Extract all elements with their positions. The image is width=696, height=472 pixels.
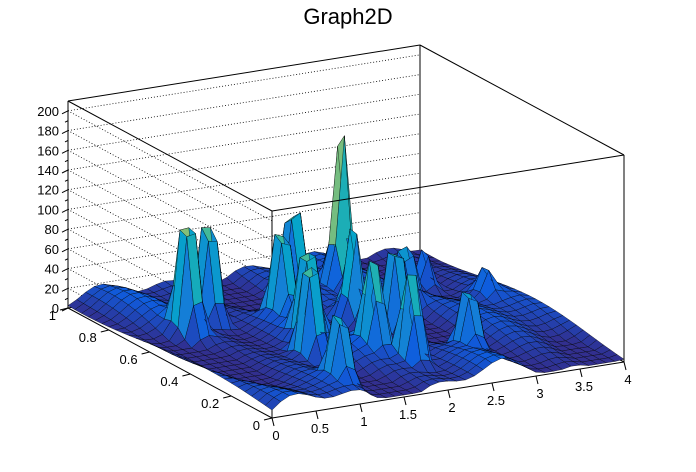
x-tick-mark [491,382,495,392]
x-tick-mark [359,403,363,413]
x-tick-mark [579,368,583,378]
x-tick-label: 2 [448,400,455,415]
y-tick-label: 0.4 [160,374,178,389]
y-tick-label: 0 [253,418,260,433]
floor-edge-left [67,307,273,419]
front-edge-top-right [419,44,625,156]
x-tick-label: 1 [360,414,367,429]
gridline-back-wall [67,54,421,112]
x-tick-mark [315,410,319,420]
y-tick-label: 1 [49,308,56,323]
x-tick-label: 3 [536,386,543,401]
chart-title: Graph2D [303,4,393,29]
gridline-back-wall [67,212,421,269]
gridline-back-wall [67,172,421,230]
gridline-left-wall [67,169,273,281]
x-tick-label: 1.5 [399,407,417,422]
z-tick-label: 200 [37,104,59,119]
z-tick-mark [61,248,69,253]
z-tick-mark [61,268,69,273]
z-tick-label: 180 [37,124,59,139]
y-tick-mark [100,329,109,333]
gridline-back-wall [67,192,421,250]
y-tick-label: 0.6 [120,352,138,367]
x-tick-mark [447,389,451,399]
back-edge-top [67,44,421,102]
gridline-back-wall [67,153,421,210]
gridline-left-wall [67,149,273,261]
z-tick-mark [61,149,69,154]
y-tick-label: 0.2 [201,396,219,411]
z-tick-label: 60 [45,242,59,257]
z-tick-mark [61,287,69,292]
gridline-back-wall [67,133,421,191]
z-tick-mark [61,169,69,174]
surface-mesh [67,135,625,411]
gridline-back-wall [67,74,421,131]
x-tick-mark [271,417,275,427]
z-tick-mark [61,110,69,115]
z-tick-label: 40 [45,262,59,277]
z-tick-label: 140 [37,163,59,178]
z-gridlines [67,54,421,399]
gridline-left-wall [67,110,273,222]
gridline-back-wall [67,113,421,171]
z-tick-label: 120 [37,183,59,198]
z-tick-label: 20 [45,281,59,296]
y-tick-mark [59,307,69,311]
x-tick-label: 3.5 [575,379,593,394]
x-tick-label: 2.5 [487,393,505,408]
y-tick-mark [182,373,191,377]
z-tick-label: 0 [52,301,59,316]
surface-cell [607,354,625,362]
front-edge-top [271,154,625,212]
y-tick-mark [141,351,150,355]
x-tick-label: 0.5 [311,421,329,436]
x-tick-mark [535,375,539,385]
gridline-left-wall [67,130,273,241]
x-tick-label: 0 [272,428,279,443]
z-tick-label: 160 [37,143,59,158]
gridline-back-wall [67,93,421,151]
y-tick-mark [223,395,232,399]
z-tick-mark [61,228,69,233]
z-tick-mark [61,130,69,135]
x-tick-mark [623,361,627,371]
z-tick-mark [61,189,69,194]
z-tick-mark [61,208,69,213]
z-tick-label: 80 [45,222,59,237]
x-tick-mark [403,396,407,406]
z-tick-label: 100 [37,202,59,217]
y-tick-mark [263,417,273,421]
gridline-back-wall [67,231,421,289]
x-tick-label: 4 [624,372,631,387]
back-edge-top-left [67,100,273,212]
y-tick-label: 0.8 [79,330,97,345]
front-frame [271,44,625,419]
